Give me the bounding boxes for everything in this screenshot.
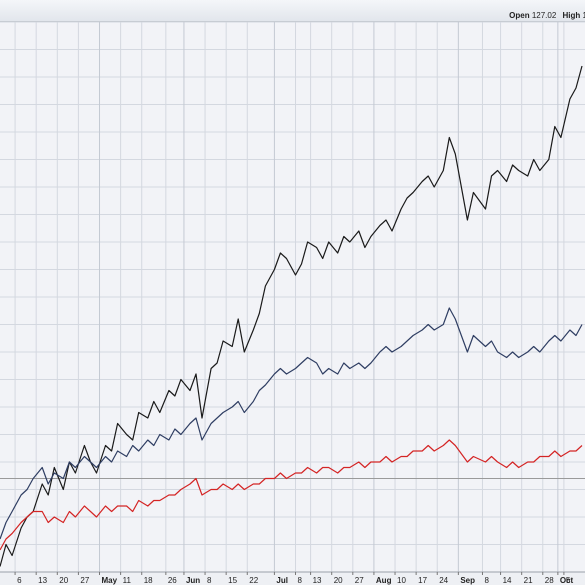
chart-header-bar: Open 127.02 High 1 bbox=[0, 0, 585, 22]
ohlc-readout: Open 127.02 High 1 bbox=[509, 11, 585, 20]
x-tick-label: 18 bbox=[144, 576, 153, 585]
price-chart[interactable]: 6 13 20 27 May 11 18 26 Jun 8 15 22 Jul 8 13 20 27 Aug 10 1… bbox=[0, 22, 585, 585]
x-tick-label: 15 bbox=[228, 576, 237, 585]
x-tick-label: 6 bbox=[17, 576, 22, 585]
high-value: 1 bbox=[582, 11, 585, 20]
x-tick-label: 21 bbox=[524, 576, 533, 585]
x-axis-ticks: 6 13 20 27 May 11 18 26 Jun 8 15 22 Jul 8 13 20 27 Aug 10 1… bbox=[14, 572, 574, 585]
x-tick-label: 11 bbox=[123, 576, 132, 585]
x-tick-label: 20 bbox=[334, 576, 343, 585]
x-tick-label: 13 bbox=[313, 576, 322, 585]
series-line-navy bbox=[0, 307, 583, 540]
x-tick-label: 28 bbox=[545, 576, 554, 585]
x-tick-label: Jul bbox=[276, 576, 288, 585]
x-tick-label: 17 bbox=[418, 576, 427, 585]
x-tick-label: 22 bbox=[249, 576, 258, 585]
grid-lines bbox=[0, 22, 585, 573]
x-tick-label: 20 bbox=[59, 576, 68, 585]
high-label: High bbox=[562, 11, 581, 20]
x-tick-label: Sep bbox=[460, 576, 475, 585]
x-axis bbox=[0, 572, 585, 585]
x-tick-label: 27 bbox=[355, 576, 364, 585]
x-tick-label: Aug bbox=[376, 576, 392, 585]
x-tick-label: May bbox=[102, 576, 118, 585]
open-label: Open bbox=[509, 11, 530, 20]
series-lines bbox=[0, 65, 583, 567]
series-line-black bbox=[0, 65, 583, 567]
x-tick-label: 5 bbox=[566, 576, 571, 585]
x-tick-label: 13 bbox=[38, 576, 47, 585]
series-line-red bbox=[0, 439, 583, 551]
open-value: 127.02 bbox=[531, 11, 557, 20]
x-tick-label: Jun bbox=[186, 576, 200, 585]
x-tick-label: Oct bbox=[560, 576, 574, 585]
x-tick-label: 8 bbox=[207, 576, 212, 585]
x-tick-label: 8 bbox=[484, 576, 489, 585]
x-tick-label: 26 bbox=[168, 576, 177, 585]
x-tick-label: 27 bbox=[80, 576, 89, 585]
x-tick-label: 10 bbox=[397, 576, 406, 585]
x-tick-label: 24 bbox=[439, 576, 448, 585]
x-tick-label: 14 bbox=[503, 576, 512, 585]
x-tick-label: 8 bbox=[298, 576, 303, 585]
